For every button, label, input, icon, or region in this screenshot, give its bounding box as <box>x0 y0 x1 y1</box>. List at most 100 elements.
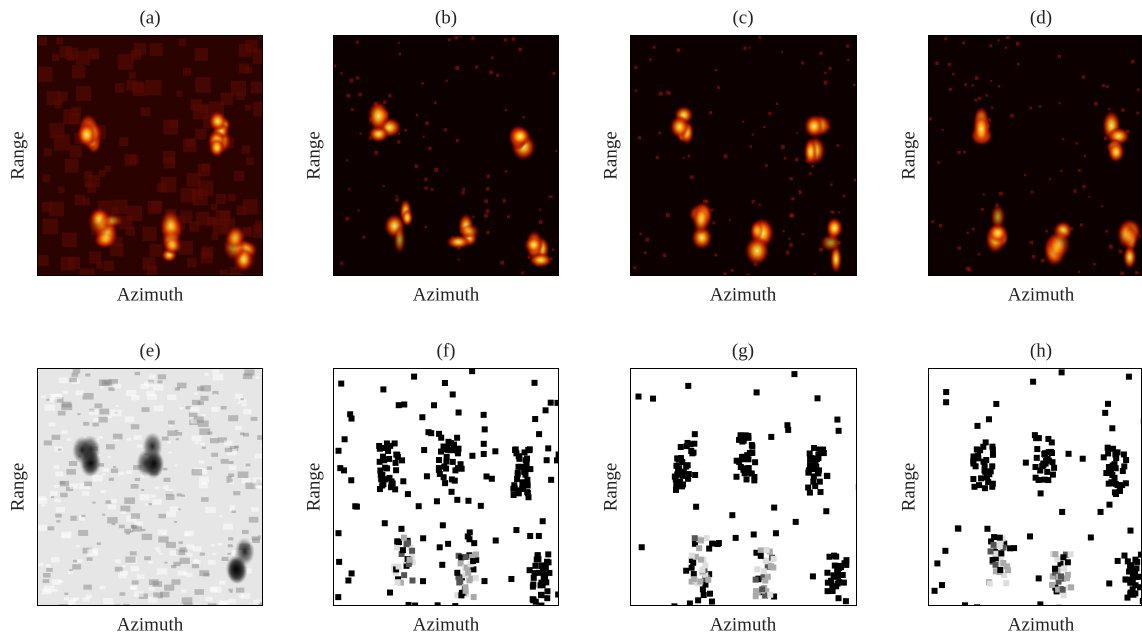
speckle <box>148 561 153 564</box>
pixel <box>689 450 696 457</box>
speckle <box>85 373 91 377</box>
speckle <box>1083 154 1087 158</box>
pixel <box>508 575 515 582</box>
pixel <box>401 572 408 579</box>
speckle <box>999 191 1003 196</box>
y-axis-label: Range <box>7 131 28 180</box>
pixel <box>992 568 999 575</box>
speckle <box>117 573 127 579</box>
pixel <box>527 533 534 540</box>
speckle <box>210 203 218 211</box>
pixel <box>480 450 487 457</box>
speckle <box>212 373 224 381</box>
pixel <box>673 481 680 488</box>
frame <box>630 368 857 606</box>
pixel <box>992 550 999 557</box>
speckle <box>634 89 637 92</box>
pixel <box>411 373 418 380</box>
speckle <box>111 207 120 215</box>
pixel <box>1045 477 1052 484</box>
speckle <box>164 584 175 591</box>
speckle <box>37 524 48 531</box>
speckle <box>161 436 169 441</box>
speckle <box>1010 113 1014 118</box>
image <box>333 368 559 606</box>
speckle <box>746 273 750 276</box>
speckle <box>142 226 157 241</box>
pixel <box>1001 540 1008 547</box>
speckle <box>134 477 141 482</box>
speckle <box>212 369 220 374</box>
speckle <box>210 543 215 547</box>
pixel <box>1000 544 1007 551</box>
pixel <box>1035 476 1042 483</box>
pixel <box>732 534 739 541</box>
speckle <box>424 186 428 190</box>
pixel <box>1125 373 1132 380</box>
speckle <box>152 499 162 505</box>
pixel <box>715 540 722 547</box>
pixel <box>458 465 465 472</box>
speckle <box>496 73 500 77</box>
pixel <box>815 454 822 461</box>
speckle <box>356 76 360 80</box>
speckle <box>260 535 263 540</box>
pixel <box>1003 563 1010 570</box>
speckle <box>250 416 258 421</box>
pixel <box>1111 461 1118 468</box>
speckle <box>87 175 100 188</box>
speckle <box>197 420 209 427</box>
speckle <box>63 597 69 601</box>
pixel <box>455 445 462 452</box>
pixel <box>462 587 469 594</box>
speckle <box>219 210 231 222</box>
pixel <box>1037 490 1044 497</box>
speckle <box>252 477 263 484</box>
pixel <box>677 455 684 462</box>
pixel <box>425 429 432 436</box>
pixel <box>1054 556 1061 563</box>
speckle <box>985 94 989 97</box>
speckle <box>714 253 718 257</box>
pixel <box>522 469 529 476</box>
pixel <box>469 553 476 560</box>
pixel <box>543 579 550 586</box>
speckle <box>79 268 95 276</box>
speckle <box>244 66 252 74</box>
pixel <box>503 605 510 606</box>
speckle <box>457 258 460 261</box>
speckle <box>944 37 948 41</box>
pixel <box>736 436 743 443</box>
pixel <box>955 525 962 532</box>
speckle <box>1101 205 1104 208</box>
speckle <box>238 594 244 598</box>
speckle <box>174 521 178 523</box>
pixel <box>672 476 679 483</box>
pixel <box>457 560 464 567</box>
speckle <box>219 600 229 606</box>
pixel <box>405 561 412 568</box>
pixel <box>826 553 833 560</box>
speckle <box>139 494 151 501</box>
speckle <box>148 503 152 506</box>
speckle <box>200 497 209 502</box>
speckle <box>110 468 119 473</box>
pixel <box>772 530 779 537</box>
target <box>528 252 553 268</box>
speckle <box>500 260 505 265</box>
speckle <box>69 377 77 383</box>
target <box>87 206 112 237</box>
pixel <box>679 483 686 490</box>
speckle <box>126 389 137 397</box>
speckle <box>254 484 262 489</box>
speckle <box>174 387 181 391</box>
target <box>367 100 390 132</box>
speckle <box>193 103 209 120</box>
speckle <box>1045 229 1048 233</box>
speckle <box>634 65 638 70</box>
pixel <box>1060 554 1067 561</box>
speckle <box>967 267 972 272</box>
pixel <box>1139 597 1142 604</box>
pixel <box>1052 569 1059 576</box>
pixel <box>1097 508 1104 515</box>
